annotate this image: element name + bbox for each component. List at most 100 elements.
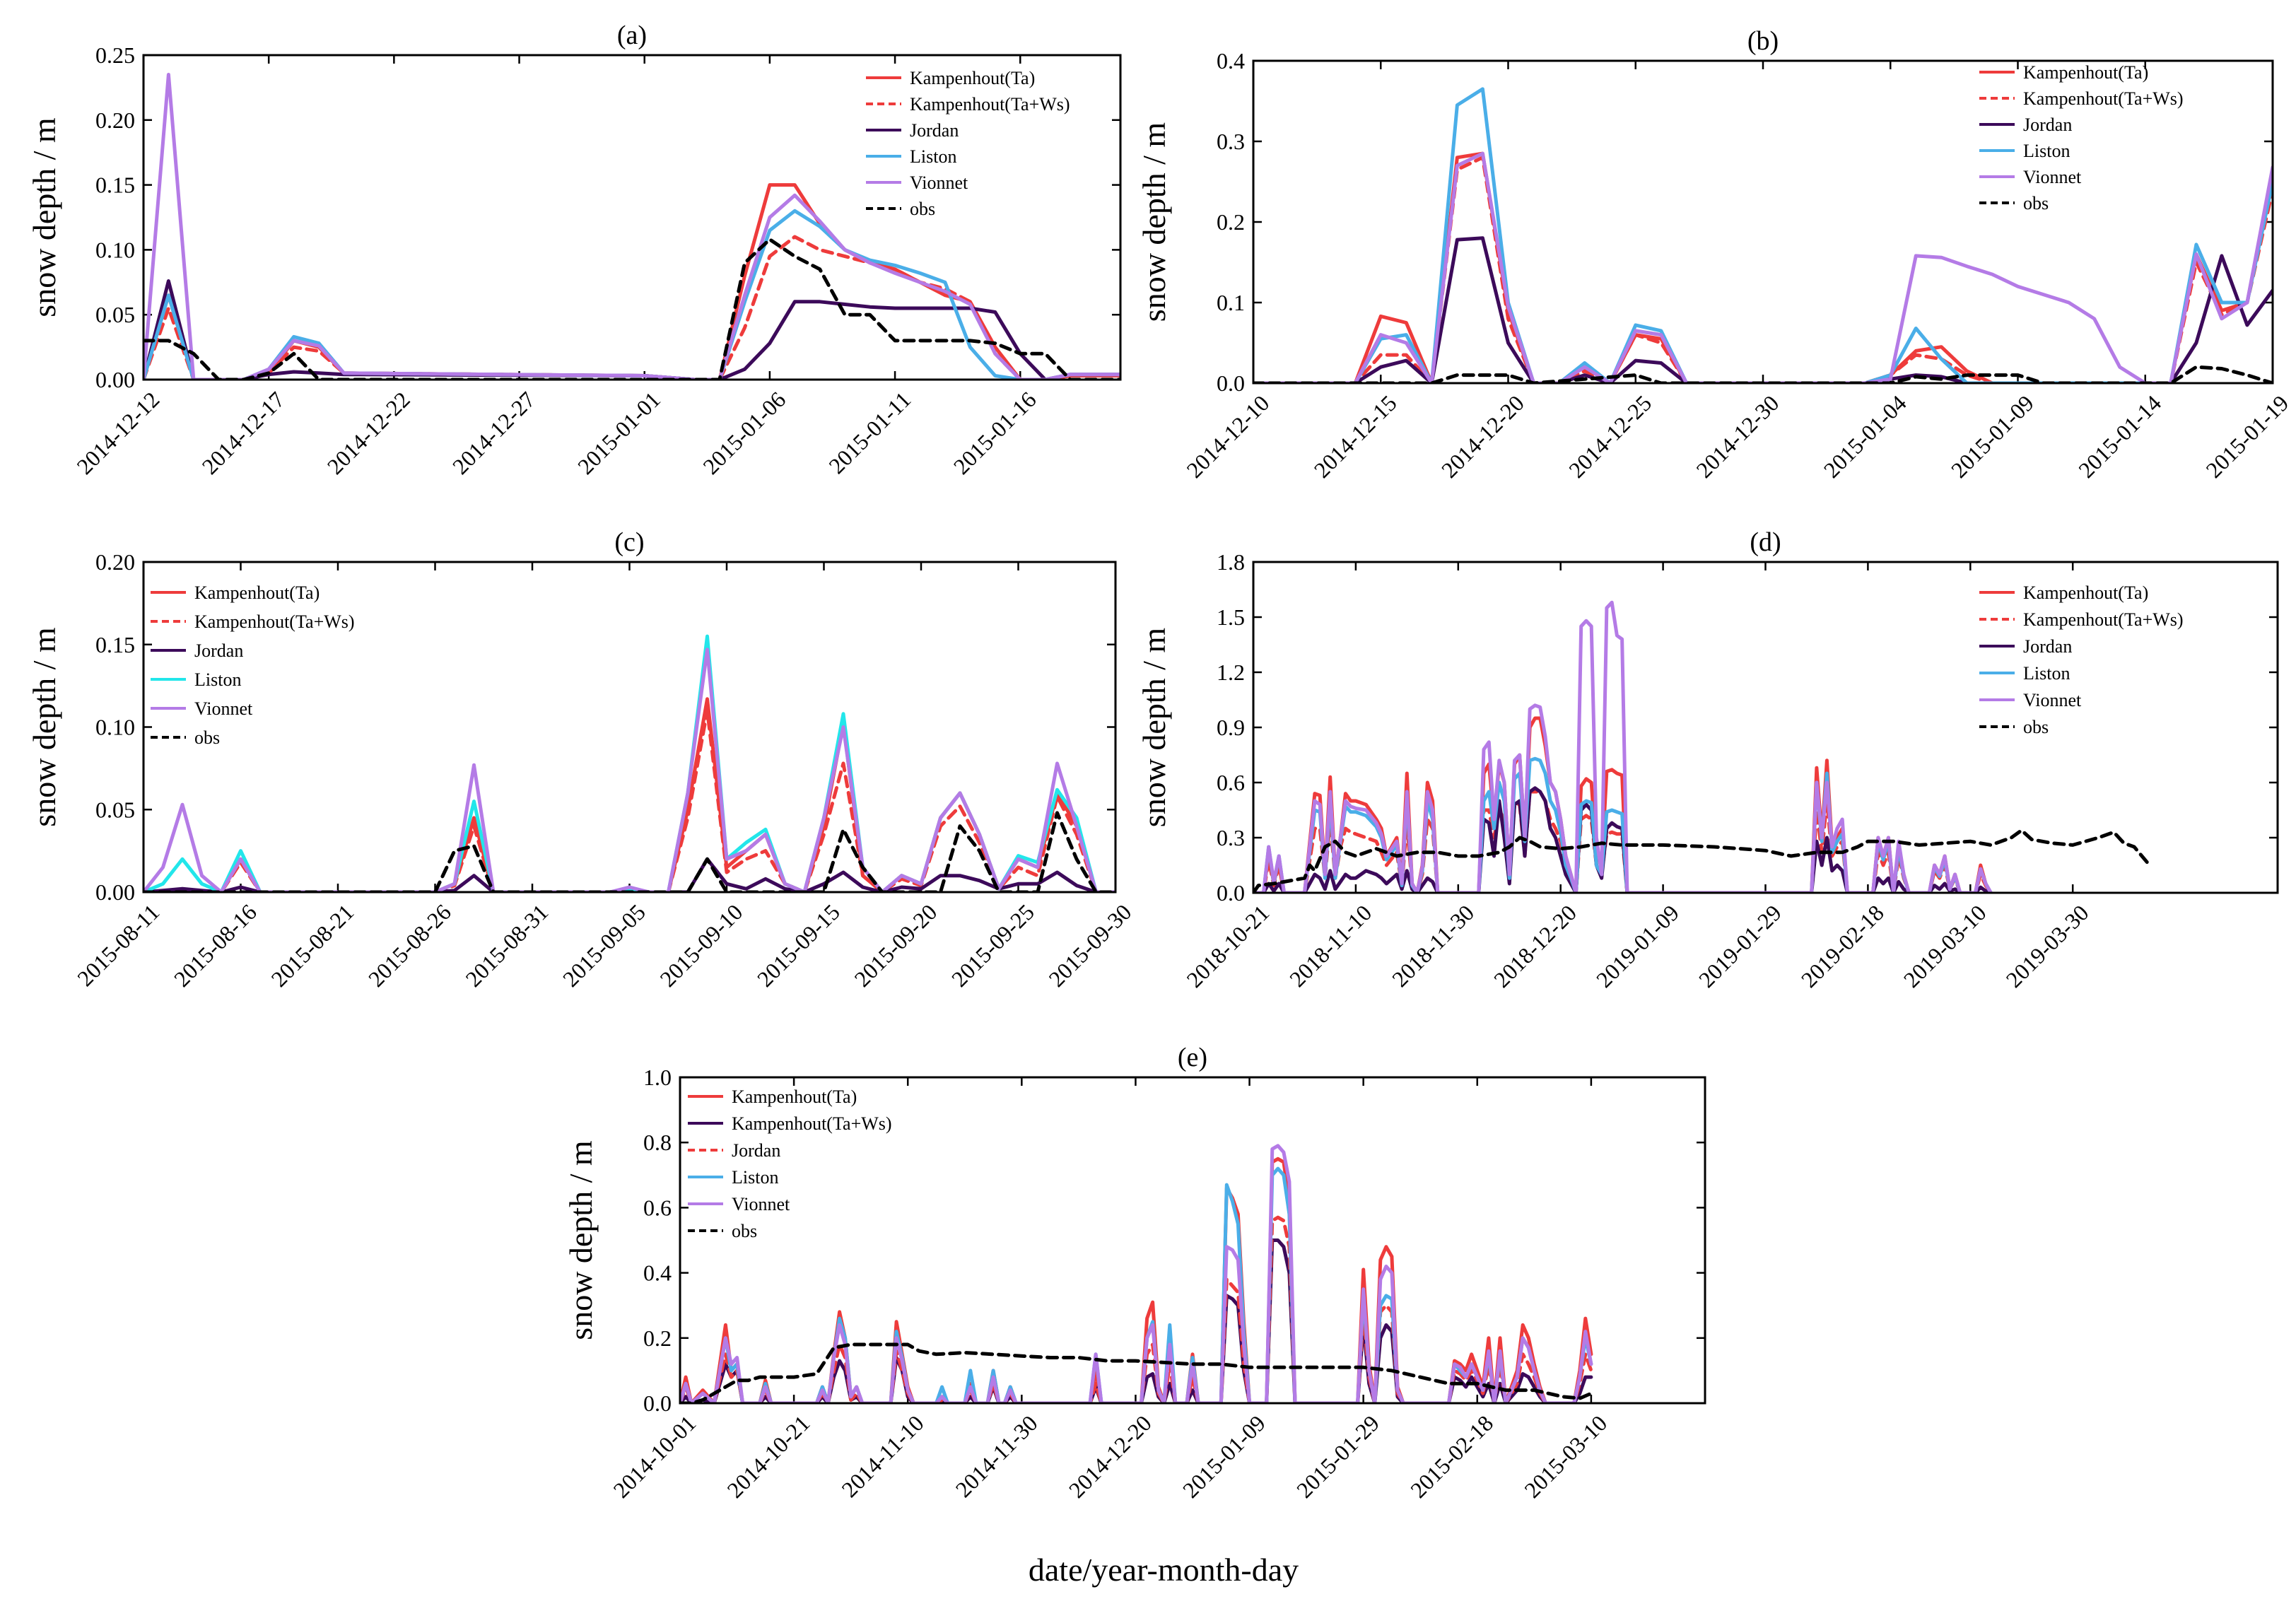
x-tick-label: 2018-10-21 [1181, 900, 1274, 992]
x-tick-label: 2014-12-25 [1564, 390, 1656, 483]
panel-d: (d) snow depth / m 0.0 0.3 0.6 0.9 1.2 1.5 1.8 20… [1136, 527, 2279, 992]
legend-entry: Jordan [910, 120, 959, 141]
series-group-b [1253, 87, 2273, 383]
legend-entry: Kampenhout(Ta) [2023, 582, 2148, 603]
y-tick-label: 0.2 [643, 1325, 672, 1351]
y-axis-label-a: snow depth / m [26, 117, 62, 317]
x-tick-label: 2014-12-30 [1691, 390, 1784, 483]
y-tick-label: 0.15 [95, 172, 135, 198]
y-axis-label-c: snow depth / m [26, 627, 62, 827]
x-tick-label: 2015-01-09 [1178, 1410, 1270, 1503]
legend-entry: Vionnet [194, 698, 253, 719]
x-tick-label: 2015-01-29 [1292, 1410, 1384, 1503]
y-tick-label: 0.2 [1217, 209, 1245, 235]
legend-entry: Liston [732, 1167, 778, 1188]
x-tick-label: 2015-08-16 [169, 899, 262, 992]
series-line-vionnet [680, 1144, 1593, 1403]
x-tick-label: 2014-12-20 [1064, 1410, 1156, 1503]
legend-entry: Liston [194, 669, 241, 690]
x-tick-label: 2015-01-16 [949, 387, 1041, 479]
legend-entry: obs [2023, 193, 2049, 213]
plot-frame-c [142, 561, 1117, 894]
x-tick-label: 2015-01-06 [698, 387, 790, 479]
y-tick-label: 0.05 [95, 797, 135, 822]
x-tick-label: 2019-03-30 [2001, 900, 2094, 992]
legend-d: Kampenhout(Ta) Kampenhout(Ta+Ws) Jordan Lis… [1979, 582, 2184, 737]
legend-entry: obs [732, 1221, 757, 1241]
x-tick-label: 2014-10-01 [608, 1410, 701, 1503]
panel-b: (b) snow depth / m 0.0 0.1 0.2 0.3 0.4 2014-12-… [1136, 26, 2293, 483]
series-line-obs [144, 811, 1115, 892]
y-tick-label: 1.2 [1217, 660, 1245, 685]
x-tick-label: 2019-02-18 [1796, 900, 1889, 992]
panel-title-d: (d) [1750, 527, 1781, 557]
series-line-obs [144, 238, 1120, 380]
x-tick-label: 2019-01-09 [1591, 900, 1684, 992]
x-tick-label: 2015-09-25 [947, 899, 1039, 992]
legend-entry: Kampenhout(Ta+Ws) [2023, 88, 2184, 109]
x-tick-label: 2015-01-09 [1946, 390, 2039, 483]
series-group-c [144, 634, 1115, 892]
y-tick-label: 0.6 [1217, 770, 1245, 795]
x-tick-label: 2015-09-30 [1043, 899, 1136, 992]
x-axis-title: date/year-month-day [1029, 1552, 1299, 1588]
legend-entry: Jordan [732, 1140, 780, 1161]
x-tick-label: 2014-11-10 [836, 1410, 928, 1502]
x-tick-label: 2019-03-10 [1899, 900, 1991, 992]
y-tick-label: 0.0 [643, 1390, 672, 1416]
y-tick-label: 0.4 [1217, 48, 1245, 74]
y-axis-label-e: snow depth / m [563, 1140, 599, 1340]
panel-e: (e) snow depth / m 0.0 0.2 0.4 0.6 0.8 1.0 2014-… [563, 1043, 1706, 1503]
legend-entry: Kampenhout(Ta+Ws) [2023, 609, 2184, 630]
panel-title-a: (a) [617, 20, 647, 50]
y-tick-label: 0.05 [95, 302, 135, 327]
x-tick-label: 2018-11-30 [1387, 900, 1479, 992]
x-tick-label: 2015-08-11 [72, 899, 164, 991]
x-tick-label: 2014-12-22 [322, 387, 415, 479]
x-tick-label: 2015-09-05 [558, 899, 650, 992]
x-tick-label: 2015-09-15 [752, 899, 845, 992]
legend-c: Kampenhout(Ta) Kampenhout(Ta+Ws) Jordan Lis… [151, 582, 355, 748]
y-tick-label: 0.9 [1217, 715, 1245, 740]
y-tick-label: 0.10 [95, 715, 135, 740]
legend-entry: Kampenhout(Ta+Ws) [194, 611, 355, 632]
legend-e: Kampenhout(Ta) Kampenhout(Ta+Ws) Jordan Lis… [688, 1086, 892, 1241]
panel-title-b: (b) [1747, 26, 1779, 56]
x-tick-label: 2015-09-10 [655, 899, 747, 992]
legend-entry: Jordan [2023, 636, 2072, 657]
panel-c: (c) snow depth / m 0.00 0.05 0.10 0.15 0.20 201… [26, 527, 1136, 992]
y-tick-label: 0.3 [1217, 129, 1245, 154]
x-tick-label: 2018-12-20 [1489, 900, 1581, 992]
y-tick-label: 0.8 [643, 1130, 672, 1155]
y-tick-label: 0.20 [95, 107, 135, 133]
y-tick-label: 0.6 [643, 1195, 672, 1220]
y-tick-label: 1.5 [1217, 604, 1245, 630]
legend-entry: Kampenhout(Ta+Ws) [910, 94, 1070, 115]
legend-entry: Vionnet [2023, 690, 2082, 710]
plot-frame-e [679, 1076, 1706, 1405]
y-tick-label: 0.3 [1217, 825, 1245, 850]
series-line-vionnet [1253, 600, 1993, 893]
series-line-vionnet [144, 73, 1120, 380]
panel-title-c: (c) [614, 527, 644, 557]
legend-entry: Kampenhout(Ta+Ws) [732, 1113, 892, 1134]
series-line-jordan [144, 279, 1120, 380]
y-tick-label: 0.0 [1217, 880, 1245, 906]
series-line-jordan [144, 857, 1115, 892]
x-tick-label: 2015-08-26 [363, 899, 456, 992]
series-line-vionnet [144, 648, 1115, 892]
x-tick-label: 2018-11-10 [1284, 900, 1376, 992]
series-line-obs [1253, 828, 2152, 893]
legend-entry: Kampenhout(Ta) [194, 582, 320, 603]
legend-entry: Kampenhout(Ta) [910, 68, 1035, 88]
series-line-jordan [1253, 236, 2273, 383]
series-line-kampenhout-ta- [1253, 716, 1993, 893]
legend-b: Kampenhout(Ta) Kampenhout(Ta+Ws) Jordan Lis… [1979, 62, 2184, 213]
series-group-d [1253, 600, 2152, 893]
x-tick-label: 2014-12-20 [1436, 390, 1529, 483]
legend-entry: Vionnet [910, 172, 968, 193]
x-tick-label: 2014-11-30 [950, 1410, 1042, 1502]
y-tick-label: 0.10 [95, 237, 135, 262]
y-tick-label: 1.0 [643, 1065, 672, 1090]
x-tick-label: 2014-12-27 [447, 387, 540, 479]
